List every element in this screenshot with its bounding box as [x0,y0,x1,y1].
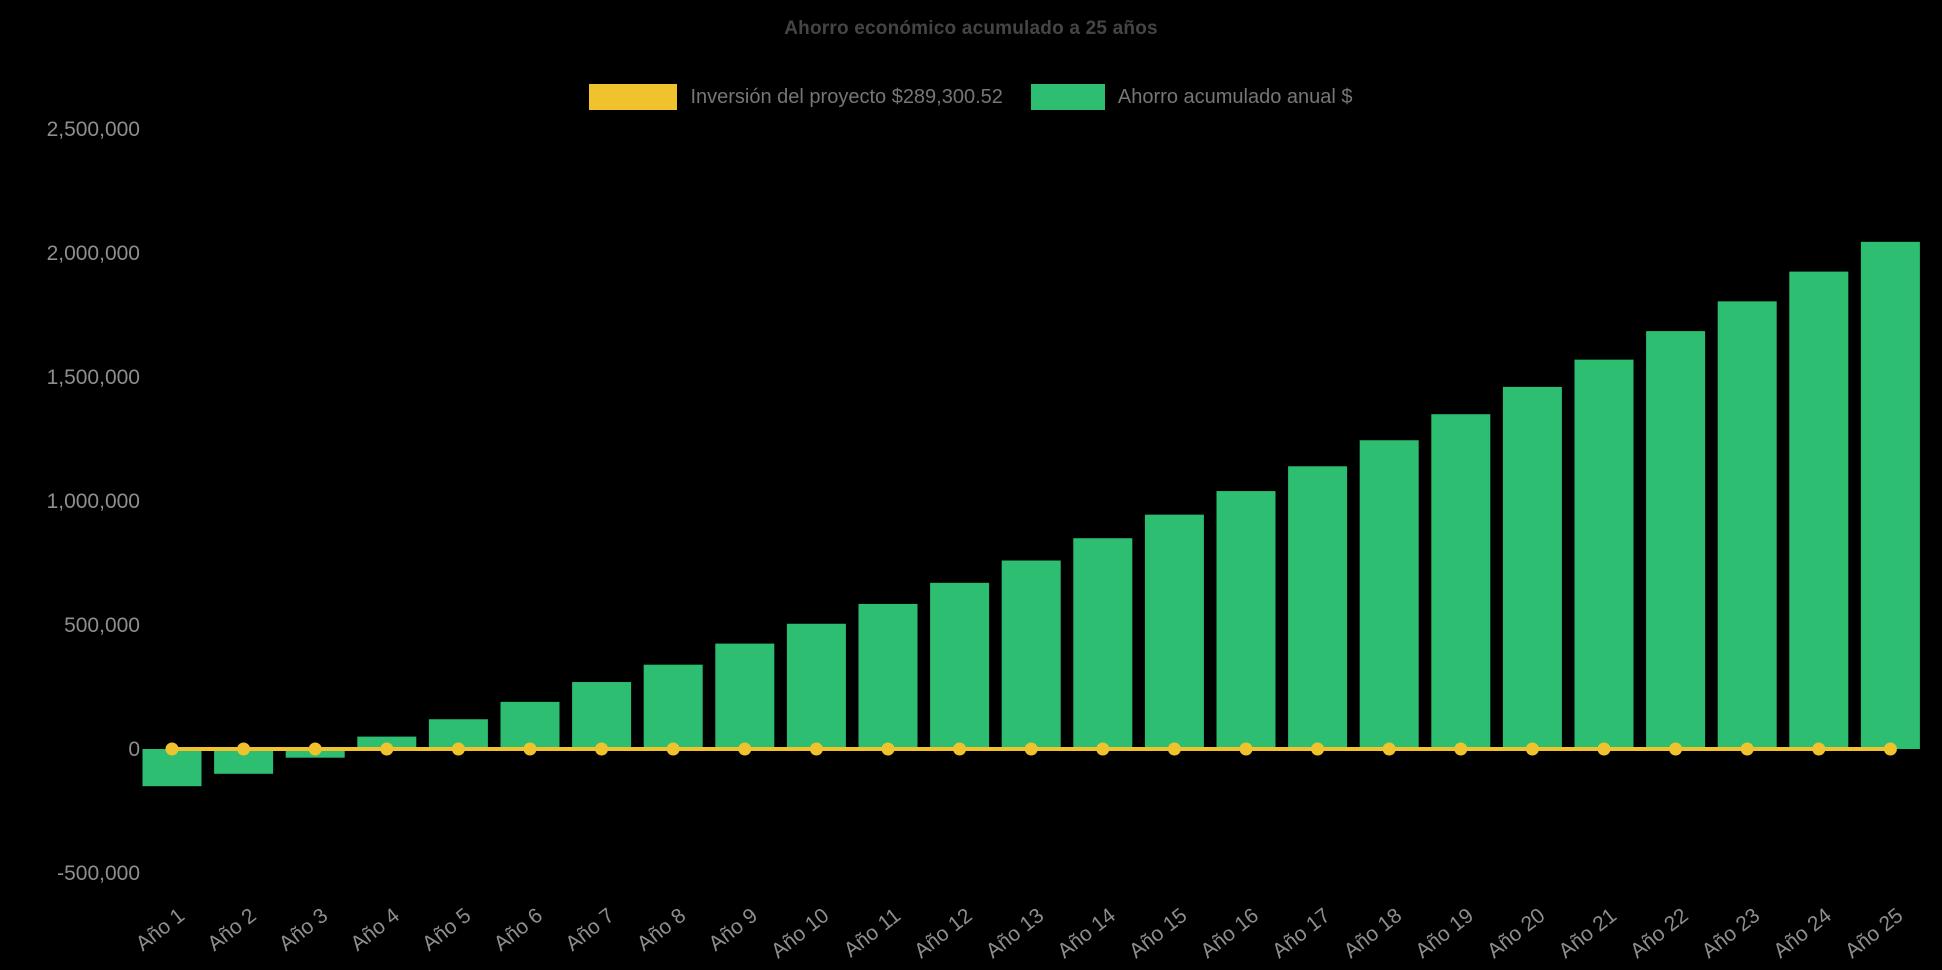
y-axis-tick-label: 0 [128,738,140,761]
legend-label-investment: Inversión del proyecto $289,300.52 [690,85,1003,108]
investment-line-marker-13[interactable] [1024,742,1038,756]
investment-line-marker-17[interactable] [1311,742,1325,756]
bar-year-12[interactable] [930,582,990,749]
legend-swatch-investment-icon [589,84,678,110]
bar-year-19[interactable] [1431,414,1491,749]
x-axis-tick-label: Año 16 [1196,904,1263,963]
x-axis-tick-label: Año 14 [1053,904,1120,963]
x-axis-tick-label: Año 1 [132,904,189,956]
investment-line-marker-5[interactable] [451,742,465,756]
investment-line-marker-19[interactable] [1454,742,1468,756]
bar-year-22[interactable] [1646,331,1706,749]
investment-line-marker-21[interactable] [1597,742,1611,756]
x-axis-tick-label: Año 20 [1483,904,1550,963]
x-axis-tick-label: Año 22 [1626,904,1693,963]
bar-year-23[interactable] [1717,301,1777,749]
x-axis-tick-label: Año 9 [704,904,761,956]
bar-year-21[interactable] [1574,359,1634,749]
x-axis-tick-label: Año 15 [1125,904,1192,963]
bar-year-17[interactable] [1288,466,1348,749]
bar-year-24[interactable] [1789,271,1849,749]
x-axis-tick-label: Año 5 [418,904,475,956]
x-axis-tick-label: Año 3 [275,904,332,956]
y-axis-tick-label: -500,000 [57,862,140,885]
investment-line-marker-6[interactable] [523,742,537,756]
bar-year-15[interactable] [1144,514,1204,749]
x-axis-tick-label: Año 13 [982,904,1049,963]
investment-line-marker-18[interactable] [1382,742,1396,756]
investment-line-marker-8[interactable] [666,742,680,756]
x-axis-tick-label: Año 25 [1841,904,1908,963]
investment-line-marker-15[interactable] [1167,742,1181,756]
investment-line-marker-16[interactable] [1239,742,1253,756]
x-axis-tick-label: Año 21 [1554,904,1621,963]
investment-line-marker-11[interactable] [881,742,895,756]
x-axis-tick-label: Año 24 [1769,904,1836,963]
x-axis-tick-label: Año 6 [490,904,547,956]
bar-year-25[interactable] [1860,241,1920,749]
x-axis-tick-label: Año 17 [1268,904,1335,963]
x-axis-tick-label: Año 11 [840,904,905,962]
legend-swatch-savings-icon [1030,84,1105,110]
bar-year-16[interactable] [1216,491,1276,749]
investment-line-marker-14[interactable] [1096,742,1110,756]
bar-year-8[interactable] [643,664,703,749]
bar-year-14[interactable] [1073,538,1133,749]
bar-year-11[interactable] [858,603,918,749]
x-axis-tick-label: Año 4 [346,904,404,956]
bar-year-18[interactable] [1359,440,1419,749]
investment-line-marker-3[interactable] [308,742,322,756]
x-axis-tick-label: Año 2 [203,904,260,956]
bar-year-10[interactable] [786,623,846,749]
investment-line-marker-2[interactable] [237,742,251,756]
y-axis-tick-label: 500,000 [64,614,140,637]
chart-title: Ahorro económico acumulado a 25 años [784,18,1158,39]
x-axis-tick-label: Año 23 [1698,904,1765,963]
x-axis-tick-label: Año 7 [561,904,618,956]
x-axis-tick-label: Año 10 [767,904,834,963]
bar-year-13[interactable] [1001,560,1061,749]
investment-line-marker-23[interactable] [1740,742,1754,756]
x-axis-tick-label: Año 18 [1340,904,1407,963]
investment-line-marker-25[interactable] [1883,742,1897,756]
investment-line-marker-4[interactable] [380,742,394,756]
x-axis-tick-label: Año 12 [910,904,977,963]
x-axis-tick-label: Año 8 [633,904,690,956]
investment-line-marker-1[interactable] [165,742,179,756]
investment-line-marker-7[interactable] [595,742,609,756]
bar-year-6[interactable] [500,701,560,749]
investment-line-marker-22[interactable] [1669,742,1683,756]
investment-line-marker-20[interactable] [1525,742,1539,756]
bar-year-7[interactable] [572,682,632,749]
x-axis-tick-label: Año 19 [1411,904,1478,963]
legend-item-investment[interactable]: Inversión del proyecto $289,300.52 [589,84,1003,110]
chart-legend: Inversión del proyecto $289,300.52 Ahorr… [0,84,1942,110]
investment-line-marker-9[interactable] [738,742,752,756]
investment-line-marker-12[interactable] [953,742,967,756]
y-axis-tick-label: 2,500,000 [47,118,140,141]
legend-label-savings: Ahorro acumulado anual $ [1117,85,1353,108]
y-axis-tick-label: 1,500,000 [47,366,140,389]
bar-year-9[interactable] [715,643,775,749]
legend-item-savings[interactable]: Ahorro acumulado anual $ [1030,84,1353,110]
investment-line-marker-24[interactable] [1812,742,1826,756]
y-axis-tick-label: 2,000,000 [47,242,140,265]
investment-line-marker-10[interactable] [809,742,823,756]
bar-year-20[interactable] [1502,386,1562,749]
y-axis-tick-label: 1,000,000 [47,490,140,513]
